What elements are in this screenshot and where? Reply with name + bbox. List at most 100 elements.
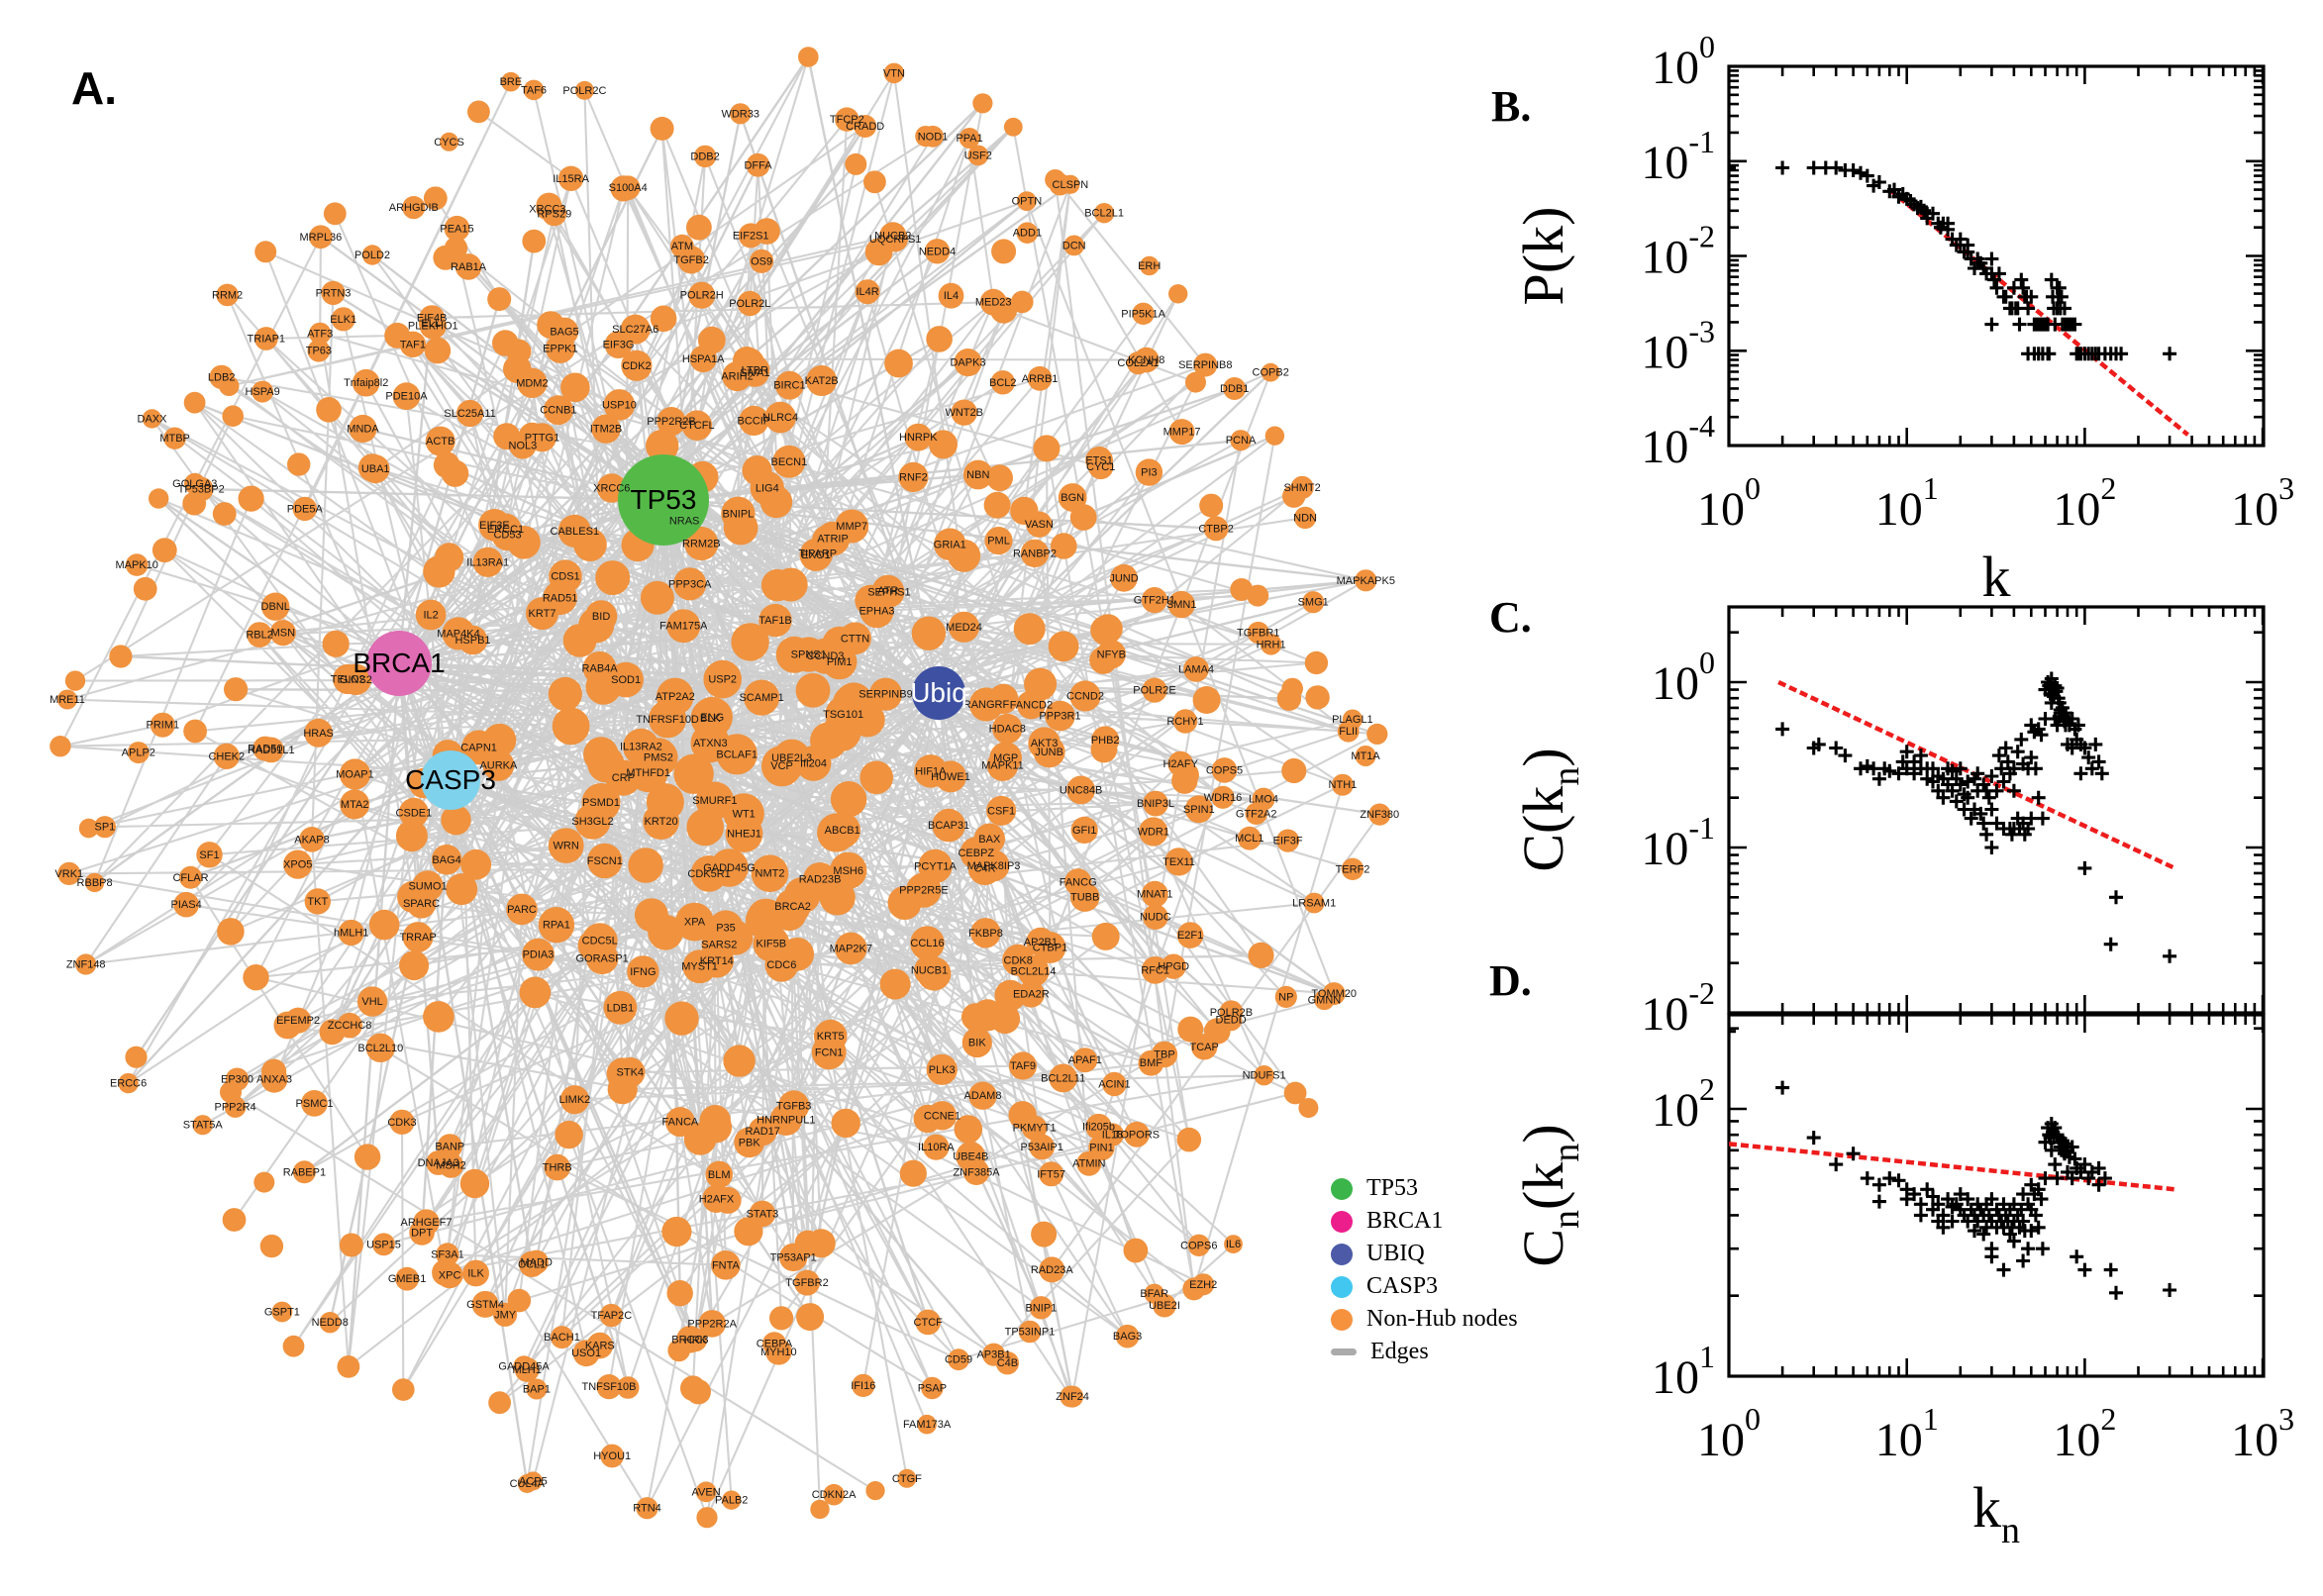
network-node[interactable] [398, 797, 429, 828]
network-node[interactable] [604, 331, 633, 358]
network-node[interactable] [917, 956, 952, 991]
network-node[interactable] [1033, 435, 1060, 462]
network-node[interactable] [731, 623, 769, 661]
network-node[interactable] [163, 427, 186, 449]
network-node[interactable] [1283, 1081, 1307, 1105]
network-node[interactable] [1304, 650, 1329, 675]
network-node[interactable] [287, 452, 311, 476]
network-node[interactable] [775, 370, 804, 400]
network-node[interactable] [444, 215, 470, 242]
network-node[interactable] [365, 1033, 395, 1063]
network-node[interactable] [759, 485, 793, 519]
network-node[interactable] [1337, 720, 1360, 743]
network-node[interactable] [548, 676, 582, 712]
network-node[interactable] [1211, 757, 1238, 783]
network-node[interactable] [656, 677, 694, 716]
network-node[interactable] [437, 1134, 462, 1159]
network-node[interactable] [754, 218, 780, 245]
network-node[interactable] [621, 349, 653, 381]
network-node[interactable] [1091, 922, 1120, 950]
network-node[interactable] [929, 430, 958, 459]
network-node[interactable] [478, 509, 511, 542]
network-node[interactable] [1039, 1161, 1064, 1187]
network-node[interactable] [1203, 516, 1229, 542]
network-node[interactable] [775, 636, 813, 673]
network-node[interactable] [587, 843, 623, 879]
network-node[interactable] [557, 165, 584, 191]
network-node[interactable] [1141, 956, 1169, 984]
network-node[interactable] [84, 872, 105, 893]
network-node[interactable] [640, 580, 674, 615]
network-node[interactable] [951, 399, 977, 426]
network-node[interactable] [1302, 591, 1325, 614]
network-node[interactable] [340, 663, 372, 696]
network-node[interactable] [1230, 578, 1254, 601]
network-node[interactable] [583, 737, 619, 772]
network-node[interactable] [319, 1312, 341, 1334]
network-node[interactable] [686, 808, 724, 847]
network-node[interactable] [1142, 677, 1167, 703]
network-node[interactable] [661, 1216, 692, 1247]
network-node[interactable] [745, 902, 782, 939]
network-node[interactable] [855, 279, 880, 305]
network-node[interactable] [898, 461, 929, 492]
network-node[interactable] [686, 214, 712, 241]
network-node[interactable] [78, 818, 99, 839]
network-node[interactable] [695, 1481, 717, 1503]
network-node[interactable] [685, 1379, 712, 1405]
network-node[interactable] [990, 370, 1015, 395]
network-node[interactable] [409, 1220, 435, 1246]
network-node[interactable] [734, 1127, 765, 1158]
network-node[interactable] [389, 1109, 415, 1135]
network-node[interactable] [397, 880, 430, 914]
network-node[interactable] [192, 1115, 213, 1136]
network-node[interactable] [222, 1208, 247, 1232]
network-node[interactable] [1072, 1047, 1098, 1073]
network-node[interactable] [1223, 377, 1247, 400]
network-node[interactable] [960, 837, 993, 869]
network-node[interactable] [1008, 1101, 1037, 1130]
network-node[interactable] [923, 1134, 950, 1160]
network-node[interactable] [769, 1306, 794, 1331]
network-node[interactable] [1066, 775, 1095, 805]
network-node[interactable] [718, 920, 754, 955]
network-node[interactable] [1090, 736, 1118, 763]
network-node[interactable] [423, 1001, 454, 1033]
network-node[interactable] [1341, 857, 1364, 880]
hub-node-brca1[interactable] [366, 631, 432, 696]
network-node[interactable] [819, 879, 856, 916]
network-node[interactable] [646, 783, 684, 822]
network-node[interactable] [913, 1104, 942, 1134]
network-node[interactable] [915, 1309, 941, 1336]
network-node[interactable] [1185, 371, 1206, 393]
network-node[interactable] [555, 1120, 583, 1149]
network-node[interactable] [220, 1081, 242, 1104]
network-node[interactable] [57, 861, 81, 886]
network-node[interactable] [681, 410, 713, 442]
network-node[interactable] [1183, 656, 1209, 682]
network-node[interactable] [435, 543, 464, 572]
network-node[interactable] [835, 107, 859, 132]
network-node[interactable] [991, 239, 1017, 264]
network-node[interactable] [560, 372, 590, 403]
network-node[interactable] [1060, 1385, 1082, 1408]
network-node[interactable] [322, 630, 350, 657]
network-node[interactable] [636, 1497, 658, 1520]
network-node[interactable] [1282, 484, 1306, 508]
network-node[interactable] [179, 865, 202, 889]
network-node[interactable] [992, 713, 1023, 745]
network-node[interactable] [822, 626, 858, 661]
network-node[interactable] [1164, 848, 1193, 876]
network-node[interactable] [831, 1108, 860, 1139]
network-node[interactable] [1199, 493, 1224, 518]
network-node[interactable] [1211, 785, 1235, 809]
network-node[interactable] [887, 885, 922, 921]
network-node[interactable] [750, 249, 774, 273]
network-node[interactable] [125, 1046, 148, 1068]
network-node[interactable] [433, 245, 458, 270]
network-node[interactable] [959, 128, 980, 149]
network-node[interactable] [253, 1171, 275, 1193]
network-node[interactable] [1024, 667, 1058, 701]
network-node[interactable] [968, 1081, 997, 1110]
network-node[interactable] [577, 929, 610, 962]
